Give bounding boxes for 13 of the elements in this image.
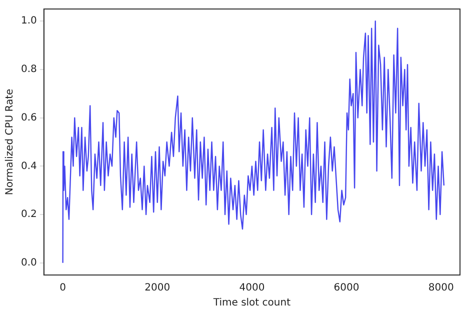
y-tick-label: 1.0 [20, 16, 37, 27]
x-tick-label: 4000 [239, 282, 265, 294]
x-tick-label: 8000 [428, 282, 454, 294]
x-tick-label: 2000 [144, 282, 170, 294]
y-tick-label: 0.8 [20, 64, 37, 76]
x-tick-label: 0 [60, 282, 66, 294]
y-tick-label: 0.0 [20, 258, 37, 269]
x-tick-label: 6000 [334, 282, 360, 294]
y-tick-label: 0.4 [20, 160, 37, 172]
x-axis-title: Time slot count [212, 298, 291, 309]
y-tick-label: 0.2 [20, 209, 37, 220]
y-tick-label: 0.6 [20, 112, 37, 124]
y-axis-title: Normalized CPU Rate [4, 88, 16, 196]
